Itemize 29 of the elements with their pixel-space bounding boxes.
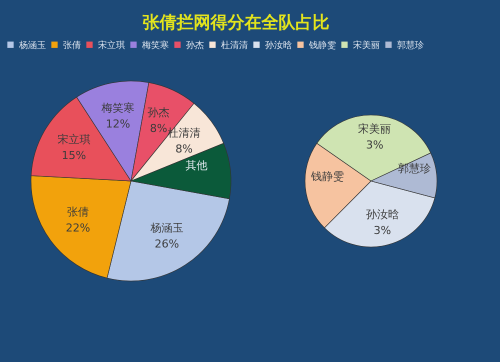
legend-label: 郭慧珍 bbox=[397, 40, 424, 51]
slice-label: 张倩 bbox=[66, 205, 89, 218]
legend-label: 孙汝晗 bbox=[265, 40, 292, 51]
chart-title: 张倩拦网得分在全队占比 bbox=[142, 13, 330, 33]
data-label: 3% bbox=[374, 224, 392, 238]
data-label: 8% bbox=[175, 142, 193, 156]
data-label: 22% bbox=[66, 221, 90, 234]
legend-label: 杜清清 bbox=[221, 40, 248, 51]
slice-label: 宋美丽 bbox=[358, 122, 392, 136]
slice-label: 梅笑寒 bbox=[100, 101, 135, 114]
data-label: 12% bbox=[106, 117, 130, 130]
legend-label: 张倩 bbox=[63, 40, 81, 51]
slice-label: 郭慧珍 bbox=[398, 162, 431, 176]
slice-label: 孙汝晗 bbox=[366, 208, 399, 222]
legend-label: 宋立琪 bbox=[98, 40, 125, 51]
slice-label: 宋立琪 bbox=[57, 132, 90, 146]
data-label: 15% bbox=[62, 148, 86, 162]
slice-label: 孙杰 bbox=[148, 106, 170, 120]
slice-label: 钱静雯 bbox=[310, 170, 344, 183]
legend-label: 杨涵玉 bbox=[18, 40, 46, 51]
legend-label: 梅笑寒 bbox=[141, 40, 169, 51]
legend-label: 钱静雯 bbox=[308, 40, 336, 51]
legend-label: 宋美丽 bbox=[353, 40, 380, 51]
data-label: 8% bbox=[150, 122, 168, 136]
data-label: 26% bbox=[154, 237, 180, 250]
slice-label: 其他 bbox=[186, 159, 208, 172]
data-label: 3% bbox=[366, 138, 384, 152]
slice-label: 杨涵玉 bbox=[149, 221, 184, 234]
legend-label: 孙杰 bbox=[186, 40, 204, 51]
